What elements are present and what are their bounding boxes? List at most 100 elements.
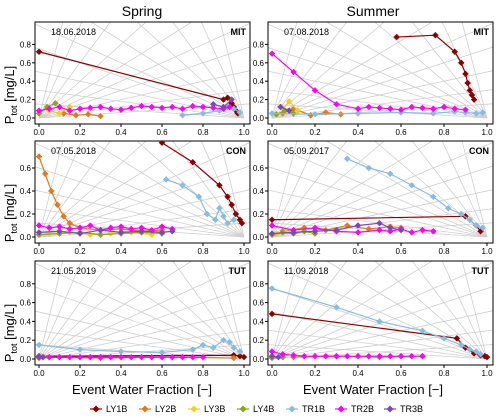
panel-spring-con: 07.05.2018 CON 0.0 0.2 0.4 0.6 0.8 1.0 0.0 0.2 0.4… [20,140,251,256]
data-point-tr2b [300,352,308,360]
guide-line [374,141,488,238]
data-point-tr1b [479,109,487,116]
guide-line [38,310,250,360]
panel-site: TUT [229,266,247,276]
x-tick-label: 0.2 [74,247,86,256]
data-point-ly1b [462,70,469,78]
data-point-tr1b [472,222,480,229]
data-point-tr3b [220,103,227,111]
legend-marker [92,405,100,413]
data-point-ly1b [224,193,231,201]
guide-line [90,22,245,119]
data-point-tr2b [365,352,373,360]
guide-line [268,262,488,360]
y-tick-label: 0.4 [253,77,265,86]
guide-line [38,46,250,119]
data-point-tr3b [97,226,104,234]
data-point-tr2b [209,104,217,112]
x-tick-label: 1.0 [238,369,250,378]
data-point-ly1b [35,48,43,56]
legend-item-tr2b: TR2B [335,404,374,414]
panel-spring-mit: 18.06.2018 MIT 0.0 0.2 0.4 0.6 0.8 1.0 0.0 0.2 0.4… [20,21,251,137]
data-point-tr3b [138,227,145,235]
data-point-tr2b [76,353,84,361]
data-point-ly1b [216,181,223,189]
data-point-tr2b [397,106,405,114]
y-tick-label: 0.4 [253,187,265,196]
guide-line [136,261,245,360]
x-tick-label: 0.4 [115,247,127,256]
y-tick-label: 0.8 [20,280,32,289]
guide-line [38,261,193,360]
guide-line [271,22,434,119]
x-axis-label-spring: Event Water Fraction [−] [72,382,212,397]
data-point-tr2b [419,352,426,360]
data-point-tr1b [333,303,340,311]
data-point-tr1b [209,344,217,352]
series-line-tr3b [38,229,173,235]
guide-line [271,141,385,238]
guide-line [271,89,493,119]
legend-item-ly4b: LY4B [237,404,274,414]
data-point-tr1b [479,224,487,232]
guide-line [35,189,245,238]
mixing-lines [35,22,250,119]
panel-date: 05.09.2017 [284,146,329,156]
data-point-tr1b [429,193,437,201]
data-point-ly1b [464,79,472,87]
data-point-tr2b [354,229,362,236]
data-point-tr2b [97,103,104,111]
guide-line [136,22,245,119]
guide-line [271,141,493,238]
legend-label: TR3B [400,404,423,414]
guide-line [35,286,245,360]
series-group [35,141,246,239]
data-point-tr3b [386,224,394,232]
data-point-ly1b [453,334,461,342]
data-point-tr2b [45,105,53,113]
y-tick-label: 0.0 [20,114,32,123]
data-point-tr1b [236,348,244,355]
y-label-main: P [2,354,17,363]
data-point-tr2b [107,105,115,113]
guide-line [271,208,493,238]
data-point-ly2b [54,201,61,209]
data-point-tr2b [148,353,156,361]
legend-item-tr3b: TR3B [384,404,423,414]
guide-line [35,70,245,119]
data-point-ly1b [393,33,401,41]
y-axis-label-row-2: Ptot [mg/L] [2,184,19,242]
y-tick-label: 0.2 [253,96,265,105]
data-point-tr1b [472,348,480,355]
data-point-tr2b [311,87,319,94]
legend-label: LY3B [204,404,225,414]
data-point-tr2b [440,103,448,111]
guide-line [268,142,488,238]
guide-line [38,22,147,119]
guide-line [411,261,488,360]
guide-line [172,141,245,238]
guide-line [38,261,111,360]
data-point-ly2b [47,187,55,195]
y-label-sub: tot [9,223,19,234]
guide-line [271,222,493,238]
guide-line [35,329,245,360]
data-point-ly1b [432,31,439,39]
guide-line [271,165,493,238]
data-point-tr3b [158,229,166,236]
data-point-tr2b [189,353,197,361]
y-tick-label: 0.4 [20,187,32,196]
y-tick-label: 0.2 [253,210,265,219]
data-point-tr2b [35,107,43,114]
data-point-tr2b [376,104,383,112]
data-point-ly2b [41,170,49,178]
panel-date: 21.05.2019 [51,266,96,276]
guide-line [271,310,493,360]
data-point-tr2b [354,352,362,360]
x-tick-label: 0.8 [197,128,209,137]
data-point-tr1b [444,204,452,212]
series-line-tr1b [347,158,483,229]
data-point-ly1b [189,158,197,166]
data-point-tr2b [429,105,437,113]
